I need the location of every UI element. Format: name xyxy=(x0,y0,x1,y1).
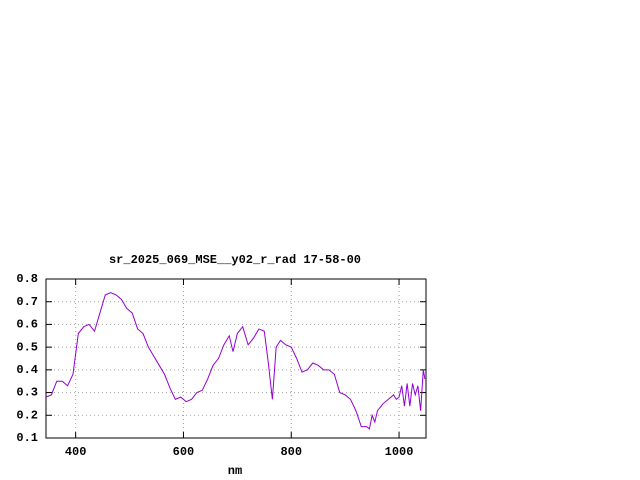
x-tick-label: 800 xyxy=(280,445,302,459)
y-tick-label: 0.4 xyxy=(16,363,38,377)
y-tick-label: 0.1 xyxy=(16,431,38,445)
chart-title: sr_2025_069_MSE__y02_r_rad 17-58-00 xyxy=(109,253,361,267)
x-tick-label: 400 xyxy=(65,445,87,459)
y-tick-label: 0.2 xyxy=(16,408,38,422)
y-tick-label: 0.8 xyxy=(16,272,38,286)
x-axis-label: nm xyxy=(228,464,242,478)
plot-frame xyxy=(45,278,427,439)
y-tick-label: 0.6 xyxy=(16,318,38,332)
y-tick-label: 0.5 xyxy=(16,340,38,354)
data-line xyxy=(45,292,426,430)
x-tick-label: 600 xyxy=(173,445,195,459)
y-tick-label: 0.3 xyxy=(16,386,38,400)
y-tick-label: 0.7 xyxy=(16,295,38,309)
x-tick-label: 1000 xyxy=(385,445,414,459)
